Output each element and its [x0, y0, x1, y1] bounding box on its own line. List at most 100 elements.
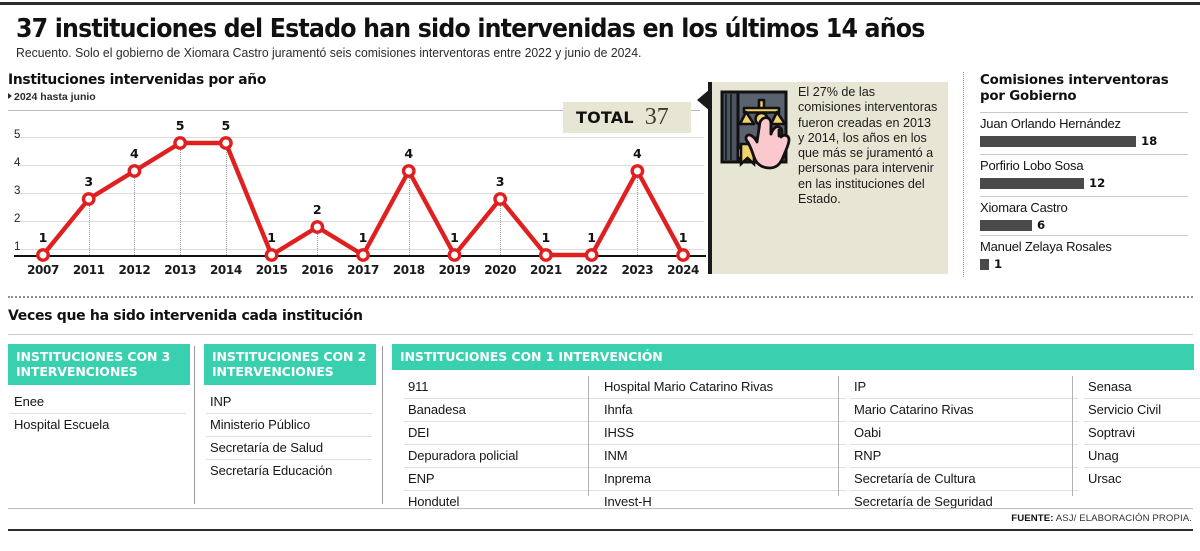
list-item: 911 [404, 376, 600, 399]
gridline [18, 137, 704, 138]
list-item: IHSS [600, 422, 846, 445]
list-item: Depuradora policial [404, 445, 600, 468]
gridline [18, 193, 704, 194]
list-item: Servicio Civil [1084, 399, 1200, 422]
list-item: Unag [1084, 445, 1200, 468]
institution-column: Hospital Mario Catarino Rivas Ihnfa IHSS IN… [600, 376, 846, 513]
y-axis-tick: 2 [14, 213, 21, 225]
x-axis-tick: 2016 [301, 263, 334, 277]
x-axis-tick: 2024 [667, 263, 699, 277]
list-item: Inprema [600, 468, 846, 491]
institution-card: INSTITUCIONES CON 3 INTERVENCIONES Enee Ho… [8, 344, 190, 551]
data-point-label: 5 [221, 118, 231, 133]
y-axis-tick: 4 [14, 157, 21, 169]
data-point-label: 1 [358, 230, 368, 245]
list-item: Secretaría de Cultura [850, 468, 1078, 491]
data-point-marker [356, 248, 370, 262]
gov-bar [980, 177, 1084, 189]
data-point-marker [310, 220, 325, 234]
card-body: INP Ministerio Público Secretaría de Salud… [204, 391, 376, 551]
data-point-label: 4 [130, 146, 139, 161]
gridline [18, 165, 704, 166]
list-item: Mario Catarino Rivas [850, 399, 1078, 422]
total-label: TOTAL [576, 108, 634, 127]
y-axis-tick: 3 [14, 185, 21, 197]
triangle-bullet-icon [8, 93, 12, 99]
gov-bar-row: Manuel Zelaya Rosales 1 [980, 235, 1195, 271]
data-point-label: 2 [312, 202, 322, 217]
card-header: INSTITUCIONES CON 1 INTERVENCIÓN [392, 344, 1194, 370]
x-axis-tick: 2017 [347, 263, 379, 277]
x-axis-tick: 2007 [27, 263, 59, 277]
list-item: Oabi [850, 422, 1078, 445]
list-item: Hondutel [408, 494, 460, 509]
data-point-marker [401, 164, 416, 178]
list-item: IP [850, 376, 1078, 399]
institution-column: Enee Hospital Escuela [10, 391, 186, 436]
data-point-marker [218, 136, 233, 150]
data-point-marker [584, 248, 599, 262]
institution-column: Senasa Servicio Civil Soptravi Unag Ursac [1084, 376, 1200, 490]
data-point-marker [81, 192, 96, 206]
gov-bar [980, 258, 989, 270]
dotted-leader [88, 205, 90, 255]
gridline [18, 221, 704, 222]
data-point-label: 1 [38, 230, 48, 245]
line-chart-title: Instituciones intervenidas por año [8, 72, 267, 88]
list-item: Soptravi [1084, 422, 1200, 445]
card-divider [382, 346, 383, 504]
column-divider [588, 376, 589, 496]
source-label: FUENTE: [1011, 513, 1054, 524]
card-divider [194, 346, 195, 504]
x-axis-tick: 2020 [484, 263, 517, 277]
gov-panel-title: Comisiones interventoras por Gobierno [980, 73, 1169, 104]
callout-stem [708, 82, 713, 274]
source-credit: FUENTE: ASJ/ ELABORACIÓN PROPIA. [1011, 513, 1192, 524]
x-axis-tick: 2018 [392, 263, 425, 277]
list-item: Invest-H [604, 494, 652, 509]
x-axis-tick: 2021 [530, 263, 562, 277]
list-item: Ursac [1088, 471, 1122, 486]
gov-bar-chart: Juan Orlando Hernández 18 Porfirio Lobo So… [980, 112, 1195, 277]
x-axis-tick: 2022 [575, 263, 608, 277]
list-item: Senasa [1084, 376, 1200, 399]
gov-name: Juan Orlando Hernández [980, 116, 1121, 131]
data-point-label: 1 [678, 230, 688, 245]
line-chart-note: 2024 hasta junio [8, 91, 96, 103]
list-item: Enee [10, 391, 186, 414]
list-item: Hospital Escuela [14, 417, 110, 432]
data-point-label: 1 [587, 230, 596, 245]
dotted-leader [225, 149, 227, 255]
gov-value: 6 [1037, 218, 1046, 232]
list-item: Secretaría Educación [210, 463, 333, 478]
dotted-leader [180, 149, 182, 255]
row-separator [980, 235, 1188, 236]
list-item: Secretaría de Salud [206, 437, 372, 460]
list-item: DEI [404, 422, 600, 445]
x-axis-tick: 2011 [72, 263, 105, 277]
column-divider [1072, 376, 1073, 496]
x-axis-tick: 2015 [255, 263, 288, 277]
line-chart-note-label: 2024 hasta junio [14, 91, 96, 103]
data-point-label: 3 [495, 174, 505, 189]
total-value: 37 [644, 104, 669, 130]
y-axis-tick: 5 [14, 129, 21, 141]
institution-column: 911 Banadesa DEI Depuradora policial ENP Hond… [404, 376, 600, 513]
data-point-label: 1 [541, 230, 551, 245]
list-item: Hospital Mario Catarino Rivas [600, 376, 846, 399]
x-axis-tick: 2013 [164, 263, 197, 277]
list-item: RNP [850, 445, 1078, 468]
dotted-leader [317, 233, 319, 255]
row-separator [980, 154, 1188, 155]
dotted-leader [134, 177, 136, 255]
institution-card: INSTITUCIONES CON 2 INTERVENCIONES INP Min… [194, 344, 376, 551]
infographic-page: 37 instituciones del Estado han sido int… [0, 2, 1200, 531]
footer-rule-top [8, 508, 1193, 509]
total-badge: TOTAL 37 [563, 102, 691, 133]
gov-bar [980, 135, 1136, 147]
list-item: INP [206, 391, 372, 414]
data-point-marker [127, 164, 142, 178]
gov-value: 1 [994, 257, 1003, 271]
bottom-section-rule [8, 334, 1193, 335]
callout-text: El 27% de las comisiones interventoras f… [798, 85, 938, 207]
